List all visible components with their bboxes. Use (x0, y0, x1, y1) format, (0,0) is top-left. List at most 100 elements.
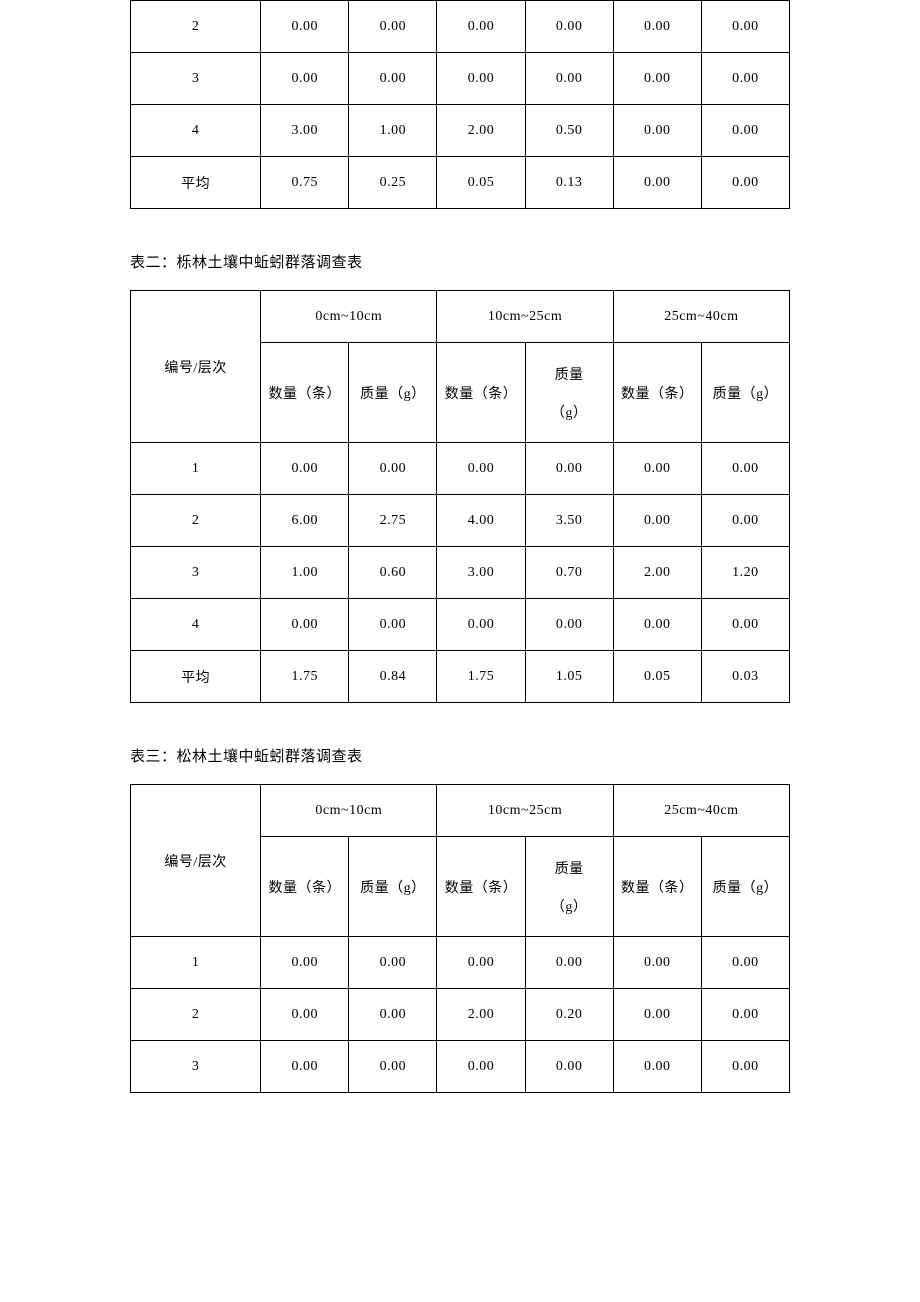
mass-line2: （g） (526, 402, 613, 422)
data-cell: 0.00 (613, 989, 701, 1041)
data-cell: 0.00 (261, 937, 349, 989)
table-row: 40.000.000.000.000.000.00 (131, 599, 790, 651)
data-cell: 0.50 (525, 105, 613, 157)
table-two-layer-1: 10cm~25cm (437, 291, 613, 343)
row-label: 4 (131, 599, 261, 651)
table-three-sub-1b: 质量 （g） (525, 837, 613, 937)
data-cell: 0.00 (613, 937, 701, 989)
data-cell: 0.00 (437, 443, 525, 495)
table-two-sub-0a: 数量（条） (261, 343, 349, 443)
data-cell: 4.00 (437, 495, 525, 547)
data-cell: 0.05 (613, 651, 701, 703)
table-row: 平均1.750.841.751.050.050.03 (131, 651, 790, 703)
data-cell: 0.20 (525, 989, 613, 1041)
data-cell: 0.00 (525, 1, 613, 53)
table-three-sub-0a: 数量（条） (261, 837, 349, 937)
data-cell: 3.00 (261, 105, 349, 157)
row-label: 3 (131, 1041, 261, 1093)
mass-line1: 质量 (526, 858, 613, 878)
table-row: 31.000.603.000.702.001.20 (131, 547, 790, 599)
table-two: 编号/层次 0cm~10cm 10cm~25cm 25cm~40cm 数量（条）… (130, 290, 790, 703)
table-three-sub-0b: 质量（g） (349, 837, 437, 937)
data-cell: 0.60 (349, 547, 437, 599)
table-two-sub-1b: 质量 （g） (525, 343, 613, 443)
data-cell: 0.25 (349, 157, 437, 209)
data-cell: 0.00 (349, 1, 437, 53)
data-cell: 0.00 (525, 937, 613, 989)
data-cell: 1.00 (349, 105, 437, 157)
data-cell: 0.03 (701, 651, 789, 703)
data-cell: 1.00 (261, 547, 349, 599)
data-cell: 0.75 (261, 157, 349, 209)
data-cell: 0.00 (349, 989, 437, 1041)
row-label: 1 (131, 937, 261, 989)
table-two-sub-2a: 数量（条） (613, 343, 701, 443)
row-label: 4 (131, 105, 261, 157)
data-cell: 0.00 (613, 157, 701, 209)
table-row: 20.000.002.000.200.000.00 (131, 989, 790, 1041)
data-cell: 2.00 (613, 547, 701, 599)
table-one-partial: 20.000.000.000.000.000.0030.000.000.000.… (130, 0, 790, 209)
data-cell: 2.00 (437, 989, 525, 1041)
data-cell: 0.00 (437, 599, 525, 651)
table-three-sub-2b: 质量（g） (701, 837, 789, 937)
data-cell: 0.00 (525, 599, 613, 651)
data-cell: 1.05 (525, 651, 613, 703)
data-cell: 0.00 (437, 937, 525, 989)
table-row: 30.000.000.000.000.000.00 (131, 1041, 790, 1093)
data-cell: 0.00 (613, 1, 701, 53)
table-row: 10.000.000.000.000.000.00 (131, 443, 790, 495)
data-cell: 0.00 (437, 53, 525, 105)
table-three-sub-1a: 数量（条） (437, 837, 525, 937)
data-cell: 0.00 (701, 1, 789, 53)
data-cell: 0.00 (613, 443, 701, 495)
row-label: 2 (131, 1, 261, 53)
data-cell: 0.00 (613, 1041, 701, 1093)
data-cell: 1.20 (701, 547, 789, 599)
data-cell: 2.00 (437, 105, 525, 157)
data-cell: 0.00 (613, 53, 701, 105)
data-cell: 0.13 (525, 157, 613, 209)
data-cell: 0.00 (437, 1, 525, 53)
data-cell: 3.00 (437, 547, 525, 599)
row-label: 平均 (131, 157, 261, 209)
table-three-layer-2: 25cm~40cm (613, 785, 789, 837)
table-two-col0: 编号/层次 (131, 291, 261, 443)
data-cell: 0.00 (261, 53, 349, 105)
table-two-sub-1a: 数量（条） (437, 343, 525, 443)
data-cell: 0.00 (701, 495, 789, 547)
data-cell: 0.00 (701, 937, 789, 989)
data-cell: 0.00 (349, 599, 437, 651)
data-cell: 0.00 (349, 53, 437, 105)
data-cell: 0.00 (701, 599, 789, 651)
table-two-layer-0: 0cm~10cm (261, 291, 437, 343)
data-cell: 1.75 (437, 651, 525, 703)
data-cell: 0.00 (525, 53, 613, 105)
data-cell: 0.00 (701, 1041, 789, 1093)
data-cell: 0.00 (437, 1041, 525, 1093)
data-cell: 0.00 (261, 1041, 349, 1093)
data-cell: 0.00 (701, 157, 789, 209)
data-cell: 0.00 (701, 105, 789, 157)
row-label: 平均 (131, 651, 261, 703)
data-cell: 0.00 (613, 105, 701, 157)
data-cell: 0.00 (261, 989, 349, 1041)
mass-line1: 质量 (526, 364, 613, 384)
table-row: 30.000.000.000.000.000.00 (131, 53, 790, 105)
data-cell: 0.00 (701, 53, 789, 105)
table-row: 20.000.000.000.000.000.00 (131, 1, 790, 53)
data-cell: 0.00 (261, 1, 349, 53)
table-row: 26.002.754.003.500.000.00 (131, 495, 790, 547)
table-three: 编号/层次 0cm~10cm 10cm~25cm 25cm~40cm 数量（条）… (130, 784, 790, 1093)
table-three-layer-0: 0cm~10cm (261, 785, 437, 837)
data-cell: 0.00 (613, 599, 701, 651)
table-three-caption: 表三：松林土壤中蚯蚓群落调查表 (130, 745, 790, 766)
data-cell: 0.00 (349, 937, 437, 989)
row-label: 3 (131, 547, 261, 599)
data-cell: 0.00 (349, 443, 437, 495)
data-cell: 2.75 (349, 495, 437, 547)
data-cell: 0.00 (525, 1041, 613, 1093)
data-cell: 0.00 (261, 443, 349, 495)
table-two-layer-2: 25cm~40cm (613, 291, 789, 343)
row-label: 2 (131, 495, 261, 547)
